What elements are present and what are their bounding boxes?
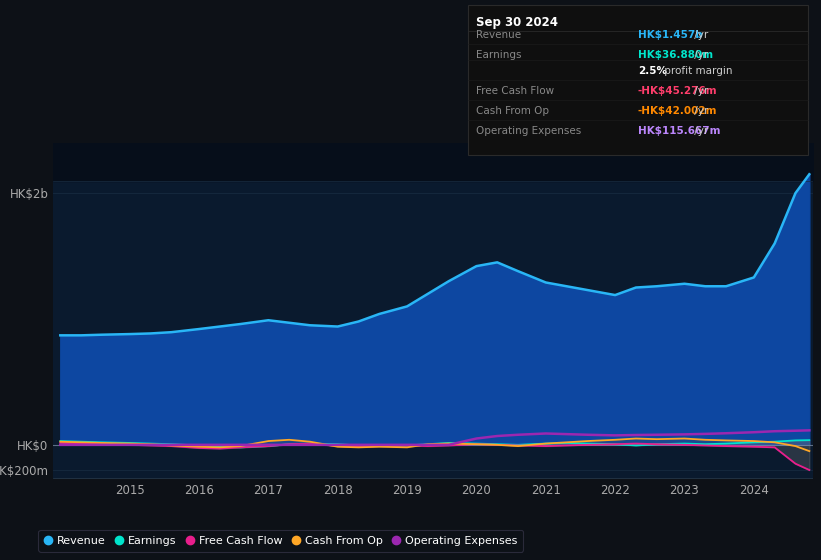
Text: Operating Expenses: Operating Expenses: [476, 126, 581, 136]
Text: HK$115.667m: HK$115.667m: [638, 126, 721, 136]
Text: HK$1.457b: HK$1.457b: [638, 30, 703, 40]
Text: Cash From Op: Cash From Op: [476, 106, 549, 116]
Text: /yr: /yr: [691, 30, 709, 40]
Text: -HK$42.002m: -HK$42.002m: [638, 106, 718, 116]
Text: /yr: /yr: [691, 126, 709, 136]
Text: /yr: /yr: [691, 86, 709, 96]
Text: 2.5%: 2.5%: [638, 66, 667, 76]
Text: Free Cash Flow: Free Cash Flow: [476, 86, 554, 96]
Text: Sep 30 2024: Sep 30 2024: [476, 16, 558, 29]
Text: -HK$45.276m: -HK$45.276m: [638, 86, 718, 96]
Text: HK$36.880m: HK$36.880m: [638, 50, 713, 60]
Text: profit margin: profit margin: [661, 66, 732, 76]
Legend: Revenue, Earnings, Free Cash Flow, Cash From Op, Operating Expenses: Revenue, Earnings, Free Cash Flow, Cash …: [39, 530, 523, 552]
Text: /yr: /yr: [691, 106, 709, 116]
Text: /yr: /yr: [691, 50, 709, 60]
Text: Earnings: Earnings: [476, 50, 521, 60]
Text: Revenue: Revenue: [476, 30, 521, 40]
